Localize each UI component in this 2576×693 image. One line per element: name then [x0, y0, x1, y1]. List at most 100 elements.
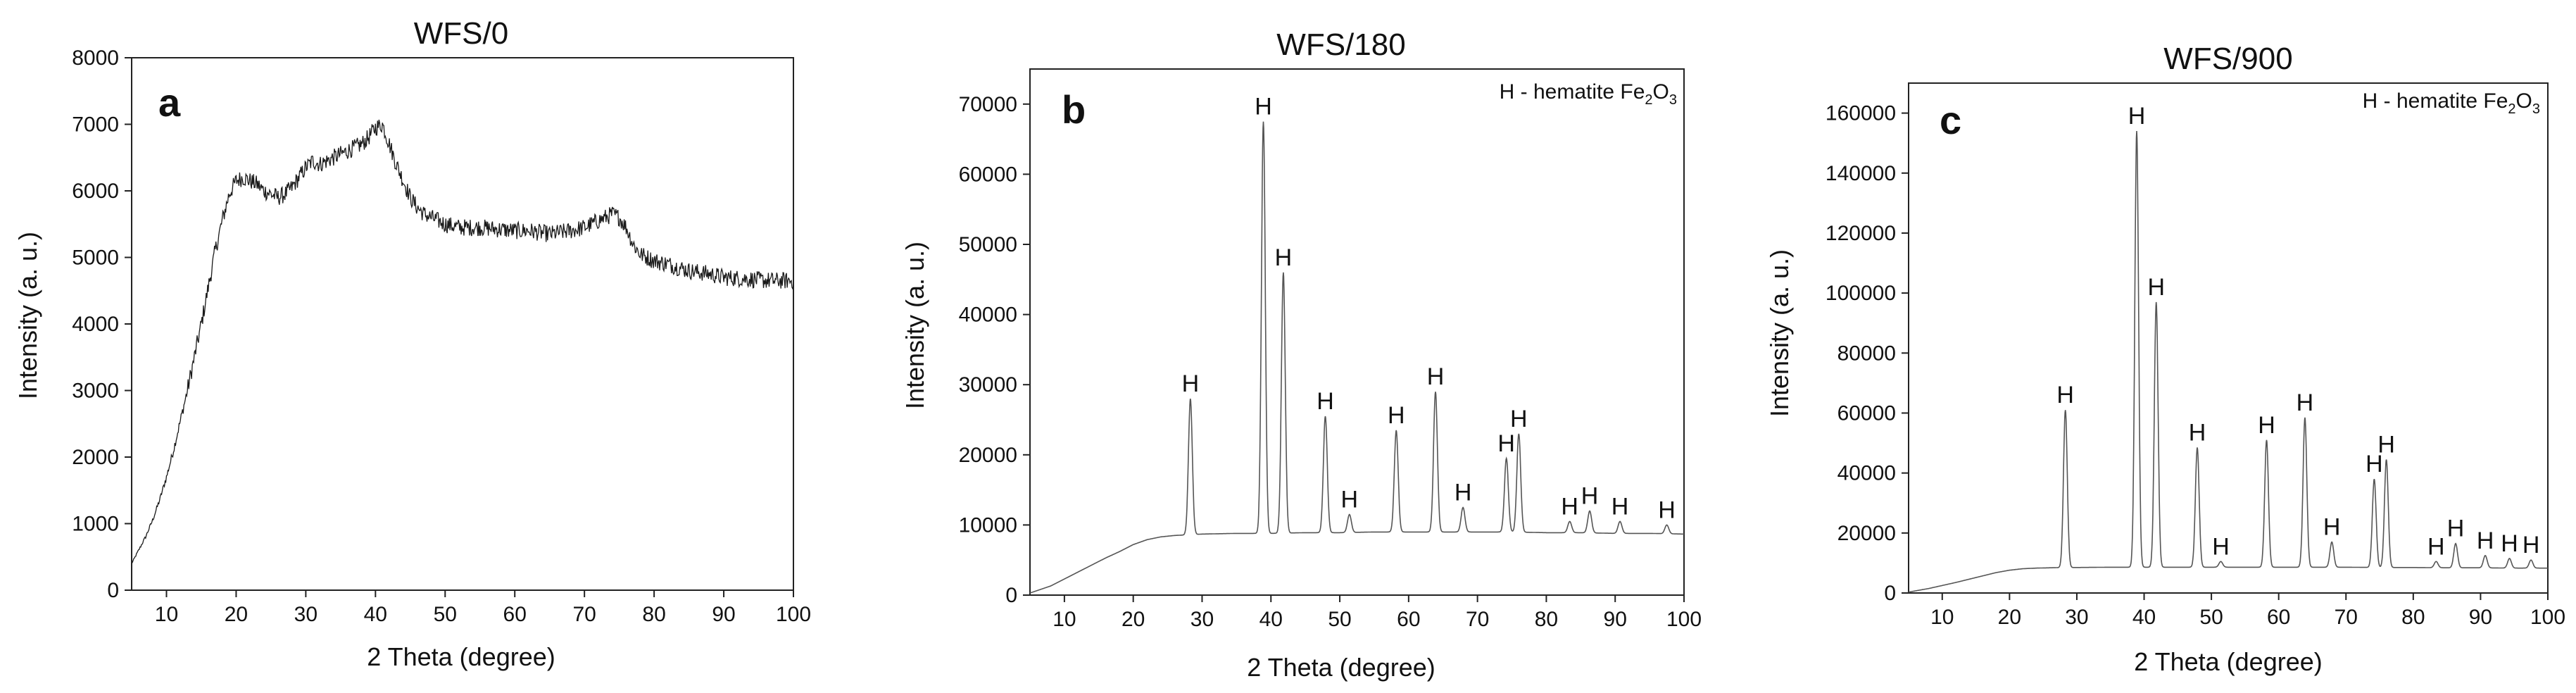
panel-b-ytick-label: 10000 — [959, 513, 1017, 537]
panel-b-peak-label: H — [1510, 406, 1528, 432]
panel-b-peak-label: H — [1658, 497, 1676, 523]
panel-b-ytick-label: 60000 — [959, 163, 1017, 186]
panel-b-peak-label: H — [1388, 402, 1405, 429]
panel-c-ytick-label: 140000 — [1826, 162, 1896, 185]
panel-c-peak-label: H — [2147, 274, 2165, 301]
panel-a-xtick-label: 10 — [155, 603, 178, 626]
panel-a-xtick-label: 50 — [434, 603, 457, 626]
panel-c-xtick-label: 50 — [2199, 606, 2223, 629]
panel-a-ytick-label: 7000 — [72, 113, 119, 137]
panel-c-xtick-label: 90 — [2469, 606, 2492, 629]
panel-b-legend-sub2: 3 — [1669, 92, 1677, 108]
panel-c-ytick-label: 100000 — [1826, 282, 1896, 305]
panel-a-ylabel: Intensity (a. u.) — [13, 232, 42, 399]
panel-c-ytick-label: 20000 — [1837, 522, 1896, 545]
panel-a-title: WFS/0 — [414, 16, 508, 51]
panel-a-ytick-label: 0 — [107, 579, 119, 602]
panel-b-ytick-label: 20000 — [959, 444, 1017, 467]
panel-c-peak-label: H — [2477, 527, 2494, 554]
panel-c: WFS/900 c 2 Theta (degree) Intensity (a.… — [1765, 42, 2565, 676]
panel-b-frame — [1029, 68, 1685, 596]
panel-c-peak-label: H — [2189, 419, 2206, 446]
panel-c-xtick-label: 60 — [2267, 606, 2290, 629]
panel-a-plot: 10 20 30 40 50 60 70 80 90 1000100020003000400050… — [72, 46, 811, 626]
panel-a-xtick-label: 20 — [225, 603, 248, 626]
panel-b: WFS/180 b 2 Theta (degree) Intensity (a.… — [900, 27, 1702, 682]
panel-b-title: WFS/180 — [1276, 27, 1405, 62]
panel-c-peak-label: H — [2258, 412, 2275, 439]
panel-a-series-line — [131, 119, 794, 564]
panel-c-peak-label: H — [2501, 530, 2518, 557]
panel-c-legend-text: H - hematite Fe — [2363, 89, 2508, 113]
panel-c-frame — [1908, 82, 2549, 594]
panel-a-xtick-label: 80 — [642, 603, 665, 626]
panel-b-peak-label: H — [1561, 493, 1578, 520]
panel-c-series-line — [1908, 131, 2548, 593]
panel-c-peak-label: H — [2056, 382, 2074, 408]
panel-c-ylabel: Intensity (a. u.) — [1765, 249, 1794, 417]
panel-c-ytick-label: 120000 — [1826, 222, 1896, 245]
panel-c-xtick-label: 10 — [1930, 606, 1954, 629]
panel-c-ytick-label: 0 — [1884, 582, 1896, 605]
panel-a-ytick-label: 6000 — [72, 180, 119, 203]
panel-c-plot: 10 20 30 40 50 60 70 80 90 100 0 20000 40000 60000 800… — [1826, 82, 2565, 629]
panel-b-peak-label: H — [1611, 493, 1629, 520]
panel-b-ytick-label: 30000 — [959, 373, 1017, 397]
panel-c-peak-label: H — [2365, 451, 2383, 477]
panel-c-peak-label: H — [2377, 431, 2395, 458]
panel-c-legend-note: H - hematite Fe2O3 — [2363, 89, 2540, 117]
panel-b-peak-label: H — [1255, 94, 1272, 120]
panel-b-xtick-label: 30 — [1190, 608, 1214, 631]
panel-b-ytick-label: 70000 — [959, 93, 1017, 116]
panel-b-xtick-label: 60 — [1397, 608, 1420, 631]
panel-a-xtick-label: 30 — [294, 603, 318, 626]
panel-b-peak-label: H — [1275, 244, 1293, 271]
panel-c-ytick-label: 60000 — [1837, 401, 1896, 425]
panel-b-xtick-label: 50 — [1328, 608, 1351, 631]
panel-a: WFS/0 a 2 Theta (degree) Intensity (a. u… — [13, 16, 811, 671]
panel-c-xtick-label: 70 — [2335, 606, 2358, 629]
panel-b-xtick-label: 10 — [1053, 608, 1076, 631]
panel-b-ylabel: Intensity (a. u.) — [900, 242, 929, 409]
panel-b-peak-label: H — [1455, 480, 1472, 506]
panel-a-xtick-label: 100 — [776, 603, 811, 626]
panel-b-peak-label: H — [1340, 486, 1358, 513]
panel-c-peak-label: H — [2212, 533, 2230, 560]
panel-b-xtick-label: 20 — [1121, 608, 1145, 631]
panel-c-peak-label: H — [2522, 532, 2540, 558]
panel-a-ytick-label: 3000 — [72, 380, 119, 403]
panel-a-ytick-label: 2000 — [72, 446, 119, 469]
panel-c-letter: c — [1940, 98, 1961, 142]
panel-a-letter: a — [158, 80, 181, 125]
panel-b-letter: b — [1062, 87, 1086, 132]
panel-b-ytick-label: 50000 — [959, 233, 1017, 256]
panel-b-peak-label: H — [1427, 363, 1445, 390]
panel-b-legend-sub1: 2 — [1645, 92, 1652, 108]
panel-c-xlabel: 2 Theta (degree) — [2134, 647, 2323, 676]
panel-c-peak-label: H — [2323, 514, 2341, 541]
panel-b-xtick-label: 90 — [1604, 608, 1627, 631]
panel-c-peak-label: H — [2128, 103, 2146, 130]
panel-b-xlabel: 2 Theta (degree) — [1247, 653, 1435, 682]
panel-b-xtick-label: 40 — [1259, 608, 1283, 631]
panel-a-xtick-label: 60 — [503, 603, 527, 626]
panel-b-xtick-label: 100 — [1666, 608, 1702, 631]
panel-c-xtick-label: 100 — [2530, 606, 2565, 629]
panel-a-ytick-label: 5000 — [72, 246, 119, 270]
panel-b-peak-label: H — [1317, 388, 1334, 415]
panel-c-title: WFS/900 — [2163, 42, 2292, 76]
panel-b-legend-mid: O — [1653, 80, 1669, 104]
panel-c-xtick-label: 40 — [2132, 606, 2156, 629]
panel-c-peak-label: H — [2447, 516, 2465, 542]
panel-c-legend-sub2: 3 — [2532, 101, 2540, 117]
panel-a-ytick-label: 4000 — [72, 313, 119, 336]
panel-b-legend-text: H - hematite Fe — [1500, 80, 1645, 104]
panel-b-ytick-label: 0 — [1005, 584, 1017, 607]
panel-a-ytick-label: 8000 — [72, 46, 119, 70]
panel-c-xtick-label: 80 — [2401, 606, 2425, 629]
panel-b-ytick-label: 40000 — [959, 304, 1017, 327]
panel-b-xtick-label: 70 — [1466, 608, 1489, 631]
panel-b-peak-label: H — [1497, 430, 1515, 457]
panel-c-legend-mid: O — [2516, 89, 2532, 113]
